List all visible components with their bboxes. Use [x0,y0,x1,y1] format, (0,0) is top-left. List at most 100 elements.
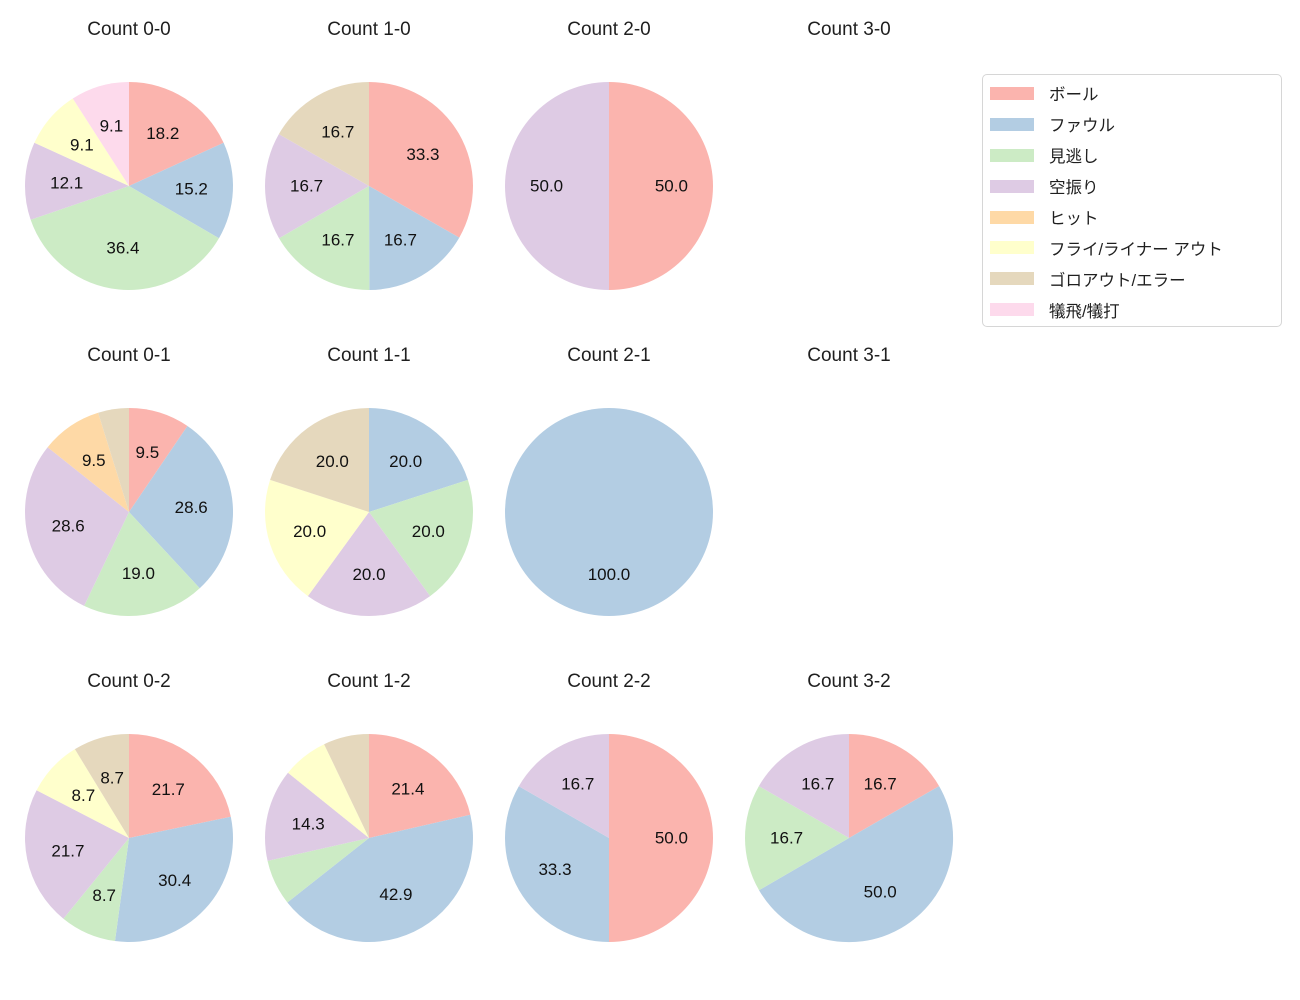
slice-label: 16.7 [321,231,354,250]
slice-label: 16.7 [321,122,354,141]
pie-slice [287,814,473,942]
pie-slice [287,744,369,838]
pie-slice [744,786,849,891]
pie-slice [129,142,233,239]
chart-title: Count 3-2 [807,671,891,692]
chart-title: Count 1-0 [327,19,411,40]
slice-label: 42.9 [379,885,412,904]
chart-title: Count 0-1 [87,345,171,366]
pie-slice [129,425,234,589]
pie-slice [369,408,468,512]
pie-slice [279,186,370,291]
slice-label: 16.7 [770,829,803,848]
pie-chart-count-1-2: 21.4 42.9 14.3 [265,734,473,942]
pie-slice [759,786,954,943]
slice-label: 8.7 [72,786,96,805]
pie-slice [609,734,713,942]
pie-slice [518,734,609,838]
legend-label: ヒット [1049,210,1099,228]
chart-title: Count 0-0 [87,19,171,40]
slice-label: 100.0 [588,565,631,584]
legend-label: 見逃し [1049,148,1099,167]
legend-item: フライ/ライナー アウト [990,232,1281,263]
pie-slice [504,786,609,942]
legend-swatch-icon [990,210,1034,224]
pie-slice [129,408,188,512]
slice-label: 20.0 [412,522,445,541]
pie-slice [25,447,129,606]
pie-slice [369,186,460,290]
legend-label: 犠飛/犠打 [1049,302,1120,321]
slice-label: 33.3 [406,145,439,164]
legend-swatch-icon [990,303,1034,317]
legend-item: 空振り [990,171,1281,202]
chart-title: Count 2-0 [567,19,651,40]
slice-label: 21.7 [152,780,185,799]
slice-label: 16.7 [561,774,594,793]
pie-slice [849,734,940,838]
slice-label: 9.5 [136,443,160,462]
legend-item: 犠飛/犠打 [990,294,1281,325]
chart-title: Count 1-1 [327,345,411,366]
legend-swatch-icon [990,179,1034,193]
legend-item: ゴロアウト/エラー [990,263,1281,294]
slice-label: 9.5 [82,451,106,470]
legend-label: 空振り [1049,179,1099,198]
legend-swatch-icon [990,117,1034,131]
pie-slice [114,816,233,942]
slice-label: 50.0 [655,177,688,196]
pie-chart-count-1-0: 33.3 16.7 16.7 16.7 16.7 [264,82,473,291]
slice-label: 33.3 [538,860,571,879]
legend-item: ヒット [990,202,1281,233]
pie-slice [369,479,474,597]
pie-slice [270,408,369,512]
pie-slice [505,408,713,616]
pie-slice [129,82,224,186]
pie-slice [264,134,369,239]
slice-label: 21.7 [51,841,84,860]
pie-slice [278,82,369,186]
pie-slice [609,82,713,290]
slice-label: 19.0 [122,564,155,583]
pie-chart-count-2-0: 50.0 50.0 [505,82,713,290]
chart-title: Count 0-2 [87,671,171,692]
chart-title: Count 2-2 [567,671,651,692]
pie-chart-count-0-1: 9.5 28.6 19.0 28.6 9.5 [25,408,234,617]
slice-label: 8.7 [100,768,124,787]
slice-label: 20.0 [389,452,422,471]
pie-chart-count-2-2: 50.0 33.3 16.7 [504,734,713,942]
pie-slice [25,142,129,220]
pie-slice [267,838,369,903]
pie-slice [72,82,129,186]
slice-label: 50.0 [655,829,688,848]
pie-slice [505,82,609,290]
pie-slice [369,82,473,238]
slice-label: 14.3 [292,814,325,833]
slice-label: 16.7 [384,230,417,249]
pie-chart-count-0-0: 18.2 15.2 36.4 12.1 9.1 9.1 [25,82,233,291]
chart-title: Count 3-0 [807,19,891,40]
legend-label: ゴロアウト/エラー [1049,271,1186,290]
slice-label: 16.7 [801,774,834,793]
pie-slice [264,479,369,597]
pie-slice [24,790,129,919]
pie-slice [36,749,129,838]
slice-label: 12.1 [50,173,83,192]
slice-label: 18.2 [146,124,179,143]
legend-items: ボール ファウル 見逃し 空振り ヒット フライ/ライナー アウト ゴロアウト/エラー 犠飛/… [990,78,1281,325]
slice-label: 20.0 [316,452,349,471]
slice-label: 50.0 [530,177,563,196]
legend-item: ボール [990,78,1281,109]
pie-slice [63,838,129,942]
pie-chart-count-2-1: 100.0 [505,408,713,616]
pie-slice [324,734,369,838]
chart-title: Count 3-1 [807,345,891,366]
pie-slice [30,186,219,291]
pie-chart-count-0-2: 21.730.48.721.78.78.7 [24,734,233,942]
chart-title: Count 2-1 [567,345,651,366]
slice-label: 36.4 [106,239,139,258]
slice-label: 9.1 [100,117,124,136]
slice-label: 50.0 [864,883,897,902]
legend-item: 見逃し [990,140,1281,171]
